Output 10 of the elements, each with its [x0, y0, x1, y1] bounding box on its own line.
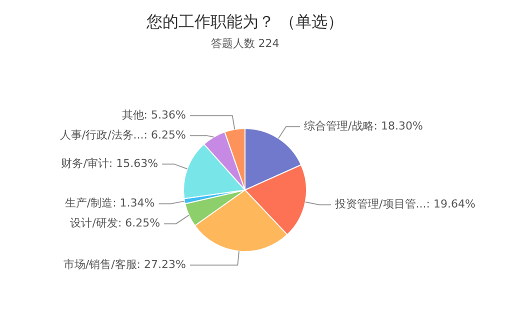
slice-label: 人事/行政/法务...: 6.25% [60, 128, 186, 142]
slice-label: 综合管理/战略: 18.30% [304, 119, 423, 132]
slice-label: 市场/销售/客服: 27.23% [63, 258, 186, 271]
slice-label: 财务/审计: 15.63% [61, 156, 158, 170]
slice-label: 投资管理/项目管...: 19.64% [334, 198, 476, 211]
slice-label: 生产/制造: 1.34% [64, 196, 155, 210]
slice-label: 其他: 5.36% [122, 108, 186, 122]
slice-label: 设计/研发: 6.25% [70, 216, 160, 230]
chart-subtitle: 答题人数 224 [210, 36, 280, 51]
chart-title: 您的工作职能为？ （单选） [145, 12, 345, 33]
